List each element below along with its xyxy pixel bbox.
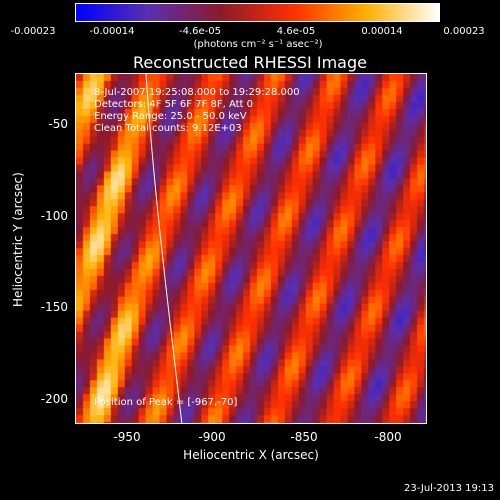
y-tick-label: -150 <box>40 300 68 314</box>
timestamp: 23-Jul-2013 19:13 <box>403 483 494 494</box>
colorbar-units: (photons cm⁻² s⁻¹ asec⁻²) <box>193 39 323 50</box>
x-tick-label: -950 <box>113 430 141 444</box>
colorbar-tick-label: -0.00014 <box>89 26 135 37</box>
info-energy-range: Energy Range: 25.0 - 50.0 keV <box>94 111 247 122</box>
info-clean-counts: Clean Total counts: 9.12E+03 <box>94 123 242 134</box>
y-tick-label: -50 <box>48 117 68 131</box>
colorbar-tick-label: -4.6e-05 <box>179 26 221 37</box>
y-tick-label: -200 <box>40 392 68 406</box>
y-axis-label: Heliocentric Y (arcsec) <box>11 172 25 307</box>
colorbar-tick-label: -0.00023 <box>10 26 56 37</box>
x-tick-label: -900 <box>198 430 226 444</box>
reconstructed-image <box>76 74 426 423</box>
info-time-range: 8-Jul-2007 19:25:08.000 to 19:29:28.000 <box>94 87 300 98</box>
plot-title: Reconstructed RHESSI Image <box>133 53 367 72</box>
colorbar <box>75 3 440 22</box>
colorbar-tick-label: 0.00014 <box>361 26 403 37</box>
limb-overlay <box>145 74 183 423</box>
info-detectors: Detectors: 4F 5F 6F 7F 8F, Att 0 <box>94 99 254 110</box>
colorbar-tick-label: 0.00023 <box>443 26 485 37</box>
solar-limb-line <box>145 74 183 423</box>
x-axis-label: Heliocentric X (arcsec) <box>183 448 319 462</box>
image-frame <box>75 73 427 424</box>
y-tick-label: -100 <box>40 209 68 223</box>
x-tick-label: -800 <box>374 430 402 444</box>
colorbar-tick-label: 4.6e-05 <box>276 26 316 37</box>
peak-position-label: Position of Peak = [-967,-70] <box>94 397 238 408</box>
x-tick-label: -850 <box>290 430 318 444</box>
